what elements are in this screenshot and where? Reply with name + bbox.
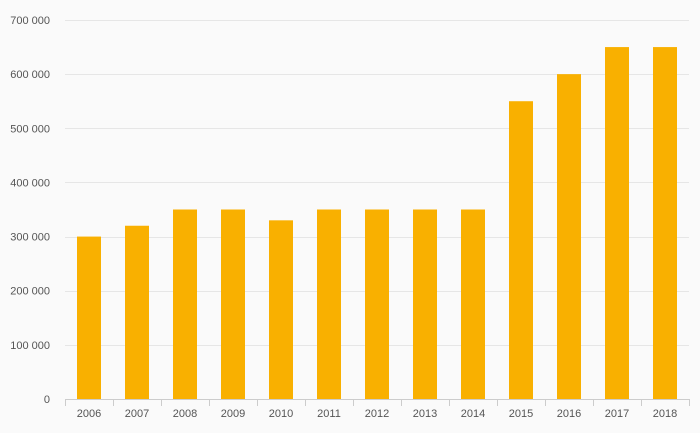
x-tick-label: 2014 bbox=[461, 408, 485, 420]
bars bbox=[77, 47, 677, 400]
x-tick-label: 2017 bbox=[605, 408, 629, 420]
x-tick-label: 2006 bbox=[77, 408, 101, 420]
y-tick-label: 600 000 bbox=[10, 69, 50, 81]
y-tick-label: 700 000 bbox=[10, 15, 50, 27]
x-tick-label: 2007 bbox=[125, 408, 149, 420]
x-tick-label: 2008 bbox=[173, 408, 197, 420]
x-tick-label: 2012 bbox=[365, 408, 389, 420]
x-axis bbox=[65, 399, 690, 406]
bar-2012 bbox=[365, 209, 389, 399]
y-tick-label: 500 000 bbox=[10, 123, 50, 135]
x-tick-label: 2015 bbox=[509, 408, 533, 420]
bar-2018 bbox=[653, 47, 677, 399]
bar-2010 bbox=[269, 220, 293, 399]
y-tick-label: 100 000 bbox=[10, 340, 50, 352]
bar-2015 bbox=[509, 101, 533, 399]
y-tick-label: 0 bbox=[44, 394, 50, 406]
bar-2009 bbox=[221, 209, 245, 399]
x-tick-label: 2011 bbox=[317, 408, 341, 420]
y-tick-label: 400 000 bbox=[10, 177, 50, 189]
bar-2008 bbox=[173, 209, 197, 399]
bar-2011 bbox=[317, 209, 341, 399]
y-tick-label: 200 000 bbox=[10, 286, 50, 298]
bar-2016 bbox=[557, 74, 581, 400]
bar-2014 bbox=[461, 209, 485, 399]
x-axis-labels: 2006 2007 2008 2009 2010 2011 2012 2013 2014 2015… bbox=[77, 408, 677, 420]
bar-2017 bbox=[605, 47, 629, 399]
bar-2007 bbox=[125, 225, 149, 399]
x-tick-label: 2013 bbox=[413, 408, 437, 420]
y-axis-labels: 0 100 000 200 000 300 000 400 000 500 000 600 … bbox=[10, 15, 50, 406]
x-tick-label: 2018 bbox=[653, 408, 677, 420]
y-tick-label: 300 000 bbox=[10, 232, 50, 244]
bar-2006 bbox=[77, 236, 101, 399]
bar-2013 bbox=[413, 209, 437, 399]
x-tick-label: 2009 bbox=[221, 408, 245, 420]
x-tick-label: 2010 bbox=[269, 408, 293, 420]
x-tick-label: 2016 bbox=[557, 408, 581, 420]
